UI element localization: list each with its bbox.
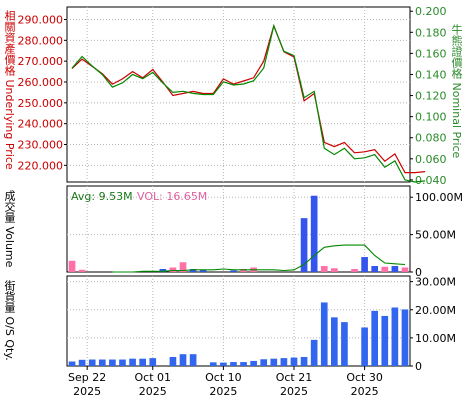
volume-tick-label: 100.00M: [415, 191, 463, 204]
volume-bar: [189, 269, 197, 272]
os-qty-bar: [220, 362, 227, 366]
x-tick-day-label: Oct 30: [346, 371, 383, 384]
x-tick-year-label: 2025: [73, 385, 101, 398]
nominal-price-tick-label: 0.100: [415, 111, 447, 124]
underlying-price-tick-label: 270.000: [18, 55, 64, 68]
volume-bar: [331, 268, 338, 272]
x-tick-year-label: 2025: [351, 385, 379, 398]
os-qty-bar: [88, 359, 96, 366]
volume-bar: [240, 269, 247, 272]
volume-bar: [310, 195, 318, 272]
os-qty-bar: [68, 361, 76, 366]
underlying-price-tick-label: 250.000: [18, 97, 64, 110]
os-qty-tick-label: 0: [415, 360, 422, 373]
underlying-price-axis-label: 相關資產價格 Underlying Price: [3, 10, 16, 170]
volume-bar: [169, 267, 177, 272]
volume-bar: [179, 262, 187, 272]
os-qty-bar: [381, 315, 389, 366]
os-qty-bar: [78, 359, 86, 366]
os-qty-bar: [310, 339, 318, 366]
x-tick-day-label: Oct 01: [134, 371, 171, 384]
os-qty-bar: [371, 310, 379, 366]
volume-bar: [351, 269, 358, 272]
underlying-price-tick-label: 240.000: [18, 118, 64, 131]
os-qty-bar: [119, 359, 126, 366]
os-qty-bar: [260, 359, 268, 366]
underlying-price-line: [71, 23, 426, 174]
underlying-price-tick-label: 280.000: [18, 34, 64, 47]
os-qty-bar: [361, 327, 368, 366]
panel-frame-1: [66, 6, 411, 183]
os-qty-bar: [320, 302, 328, 366]
volume-bar: [320, 266, 328, 272]
nominal-price-tick-label: 0.200: [415, 5, 447, 18]
volume-bar: [371, 266, 379, 272]
os-qty-bar: [250, 360, 257, 366]
os-qty-tick-label: 10.00M: [415, 332, 456, 345]
volume-bar: [300, 218, 308, 272]
volume-axis-label: 成交量 Volume: [3, 190, 16, 268]
volume-tick-label: 0: [415, 266, 422, 279]
os-qty-bar: [300, 357, 308, 366]
nominal-price-tick-label: 0.080: [415, 132, 447, 145]
os-qty-bar: [189, 354, 197, 366]
nominal-price-tick-label: 0.120: [415, 90, 447, 103]
nominal-price-tick-label: 0.060: [415, 153, 447, 166]
os-qty-bar: [179, 354, 187, 366]
volume-bar: [199, 269, 207, 272]
volume-bar: [361, 257, 368, 272]
volume-bar: [381, 266, 389, 272]
nominal-price-tick-label: 0.180: [415, 26, 447, 39]
volume-average-line: [112, 244, 406, 273]
os-qty-bar: [401, 309, 409, 366]
volume-current-legend: VOL: 16.65M: [137, 190, 207, 203]
volume-bar: [68, 260, 76, 272]
underlying-price-tick-label: 260.000: [18, 76, 64, 89]
nominal-price-axis-label: 牛熊證價格 Nominal Price: [450, 24, 463, 159]
volume-bar: [401, 267, 409, 272]
volume-tick-label: 50.00M: [415, 229, 456, 242]
x-tick-day-label: Oct 10: [205, 371, 242, 384]
os-qty-bar: [209, 362, 217, 366]
nominal-price-tick-label: 0.140: [415, 68, 447, 81]
os-qty-bar: [149, 358, 157, 366]
os-qty-bar: [290, 357, 298, 366]
nominal-price-tick-label: 0.160: [415, 47, 447, 60]
os-qty-bar: [98, 359, 106, 366]
nominal-price-line: [71, 24, 426, 183]
volume-bar: [78, 269, 86, 272]
volume-average-legend: Avg: 9.53M: [71, 190, 133, 203]
os-qty-bar: [341, 322, 348, 366]
os-qty-tick-label: 30.00M: [415, 276, 456, 289]
os-qty-bar: [391, 307, 399, 366]
volume-bar: [230, 270, 237, 272]
x-tick-year-label: 2025: [209, 385, 237, 398]
x-tick-year-label: 2025: [280, 385, 308, 398]
underlying-price-tick-label: 220.000: [18, 159, 64, 172]
os-qty-bar: [230, 362, 237, 366]
volume-bar: [159, 269, 167, 272]
x-tick-year-label: 2025: [139, 385, 167, 398]
os-qty-bar: [169, 357, 177, 366]
nominal-price-tick-label: 0.040: [415, 174, 447, 187]
volume-bar: [391, 266, 399, 272]
os-qty-bar: [240, 362, 247, 366]
panel-frame-3: [66, 275, 411, 367]
os-qty-bar: [331, 317, 338, 366]
os-qty-bar: [270, 358, 278, 366]
os-qty-bar: [109, 359, 116, 366]
panel-frame-2: [66, 185, 411, 273]
os-qty-bar: [280, 358, 288, 366]
os-qty-axis-label: 街貨量 O/S Qty.: [3, 280, 16, 361]
underlying-price-tick-label: 290.000: [18, 14, 64, 27]
x-tick-day-label: Oct 21: [276, 371, 313, 384]
x-tick-day-label: Sep 22: [68, 371, 106, 384]
underlying-price-tick-label: 230.000: [18, 139, 64, 152]
os-qty-bar: [129, 358, 136, 366]
os-qty-bar: [139, 358, 146, 366]
os-qty-tick-label: 20.00M: [415, 304, 456, 317]
